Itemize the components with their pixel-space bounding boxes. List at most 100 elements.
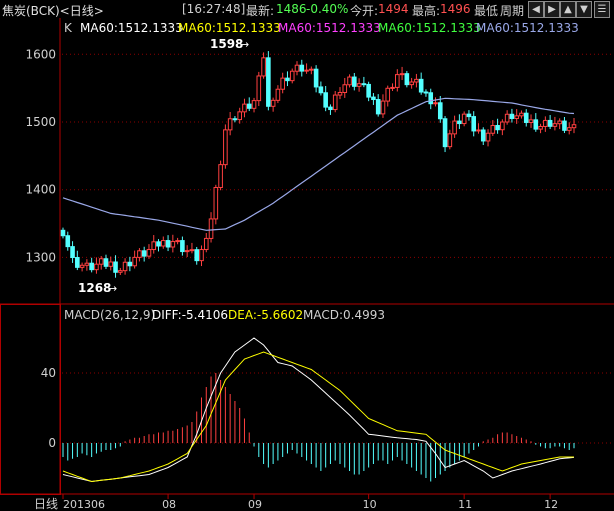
candle-body — [132, 256, 137, 267]
candle-body — [294, 64, 300, 72]
candle-body — [457, 120, 462, 125]
candlestick-series — [60, 51, 577, 278]
candle-body — [75, 257, 80, 268]
latest-value: 1486 — [276, 2, 307, 16]
candle-body — [366, 83, 371, 98]
low-label: 最低 — [474, 4, 499, 18]
candle-body — [437, 102, 443, 120]
candle-body — [452, 120, 457, 135]
x-tick-label: 12 — [544, 498, 558, 511]
candle-body — [108, 261, 114, 267]
candle-body — [223, 129, 228, 166]
candle-body — [165, 240, 171, 248]
candle-body — [495, 125, 500, 131]
low-annotation-arrow: → — [108, 282, 117, 295]
candle-body — [313, 68, 319, 88]
candle-body — [189, 249, 195, 252]
candle-body — [98, 258, 104, 265]
macd-diff: DIFF:-5.4106 — [152, 308, 228, 322]
candle-body — [404, 73, 410, 86]
candle-body — [380, 100, 386, 115]
candle-body — [170, 241, 176, 248]
candle-body — [175, 240, 180, 243]
symbol-title: 焦炭(BCK)<日线> — [2, 4, 104, 18]
candle-body — [500, 121, 505, 131]
candle-body — [89, 262, 94, 271]
price-tick-label: 1600 — [25, 47, 56, 61]
candle-body — [566, 127, 572, 131]
candle-body — [280, 77, 285, 90]
candle-body — [428, 92, 434, 105]
candle-body — [237, 111, 243, 121]
candle-body — [270, 99, 276, 107]
period-footer: 日线 — [34, 497, 58, 511]
candle-body — [103, 258, 109, 267]
x-tick-label: 09 — [248, 498, 262, 511]
macd-grid: 0 40 — [41, 366, 614, 450]
candle-body — [390, 86, 395, 89]
candle-body — [309, 68, 314, 71]
candle-body — [461, 113, 467, 125]
price-grid: 1300 1400 1500 1600 — [25, 47, 614, 264]
candle-body — [514, 115, 519, 119]
x-tick-label: 11 — [458, 498, 472, 511]
price-tick-label: 1300 — [25, 250, 56, 264]
candle-body — [285, 77, 290, 82]
macd-axis-frame — [0, 304, 61, 495]
candle-body — [141, 250, 147, 257]
candle-body — [113, 261, 118, 273]
candle-body — [65, 235, 71, 248]
candle-body — [208, 218, 214, 239]
candle-body — [79, 264, 85, 268]
x-axis-ticks: 201306 08 09 10 11 12 — [62, 494, 558, 511]
ma60-path — [62, 97, 575, 231]
macd-lines — [62, 337, 575, 483]
candle-body — [127, 261, 133, 267]
candle-body — [471, 116, 477, 132]
candle-body — [409, 81, 414, 86]
candle-body — [557, 120, 562, 125]
high-annotation-arrow: → — [240, 38, 249, 51]
quote-time: [16:27:48] — [182, 2, 246, 16]
ma-label-4: MA60:1512.1333 — [378, 21, 481, 35]
candle-body — [261, 57, 266, 77]
candle-body — [299, 64, 305, 72]
candle-body — [266, 57, 271, 107]
ma60-line — [62, 97, 575, 231]
candle-body — [199, 249, 204, 262]
k-label: K — [64, 21, 73, 35]
candle-body — [433, 102, 438, 105]
price-tick-label: 1500 — [25, 115, 56, 129]
candle-body — [528, 119, 534, 123]
candle-body — [118, 270, 123, 273]
candle-body — [137, 250, 142, 258]
high-annotation: 1598 — [210, 37, 243, 51]
candle-body — [304, 69, 309, 72]
candle-body — [533, 119, 539, 130]
candle-body — [184, 250, 190, 253]
dea-line — [62, 351, 574, 483]
zoom-in-icon[interactable]: ▲ — [560, 1, 576, 18]
candle-body — [151, 241, 157, 251]
candle-body — [94, 263, 99, 271]
candle-body — [538, 125, 543, 130]
ma-label-5: MA60:1512.1333 — [476, 21, 579, 35]
candle-body — [375, 99, 381, 115]
candle-body — [342, 84, 348, 93]
zoom-out-icon[interactable]: ▼ — [576, 1, 592, 18]
period-label[interactable]: 周期 — [500, 4, 525, 18]
candle-body — [180, 240, 185, 253]
candle-body — [227, 118, 233, 131]
chart-menu-icon[interactable]: ☰ — [594, 1, 610, 18]
arrow-left-icon[interactable]: ◀ — [528, 1, 544, 18]
macd-value: MACD:0.4993 — [303, 308, 385, 322]
arrow-right-icon[interactable]: ▶ — [544, 1, 560, 18]
candle-body — [447, 133, 453, 148]
candle-body — [394, 74, 400, 88]
candle-body — [256, 75, 262, 102]
candle-body — [442, 118, 448, 148]
change-pct: -0.40% — [306, 2, 349, 16]
candle-body — [246, 103, 252, 109]
quote-header: 焦炭(BCK)<日线> [16:27:48] 最新: 1486 -0.40% 今… — [0, 0, 614, 20]
